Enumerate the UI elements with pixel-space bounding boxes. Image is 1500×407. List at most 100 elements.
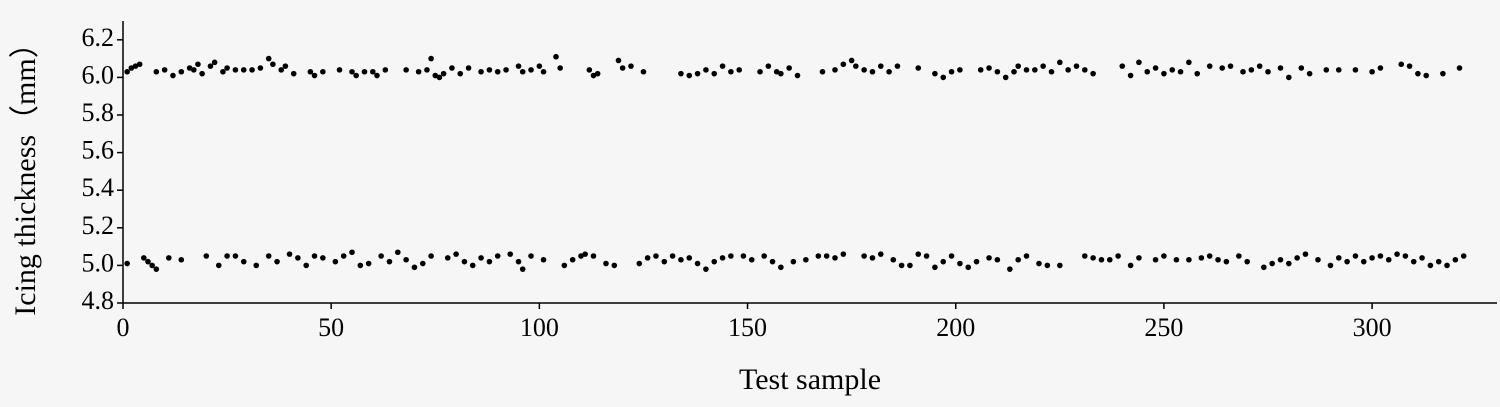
data-point bbox=[1015, 256, 1021, 263]
data-point bbox=[957, 67, 963, 73]
data-point bbox=[207, 63, 214, 69]
data-point bbox=[528, 67, 534, 73]
data-point bbox=[424, 67, 430, 73]
data-point bbox=[141, 255, 147, 261]
y-tick-label: 5.2 bbox=[82, 211, 115, 240]
data-point bbox=[286, 251, 293, 257]
x-tick-label: 200 bbox=[936, 313, 975, 342]
y-tick-label: 5.0 bbox=[82, 248, 115, 277]
data-point bbox=[1136, 255, 1142, 261]
data-point bbox=[232, 67, 239, 73]
data-point bbox=[240, 67, 247, 73]
data-point bbox=[303, 262, 310, 269]
data-point bbox=[515, 63, 522, 69]
y-tick-label: 5.6 bbox=[82, 136, 115, 165]
data-point bbox=[994, 256, 1001, 263]
data-point bbox=[378, 253, 384, 259]
data-point bbox=[823, 253, 830, 259]
data-point bbox=[1352, 253, 1359, 259]
data-point bbox=[1152, 256, 1159, 263]
data-point bbox=[1335, 67, 1342, 73]
data-point bbox=[894, 63, 901, 69]
data-point bbox=[153, 266, 160, 272]
data-point bbox=[1315, 256, 1321, 263]
data-point bbox=[1206, 63, 1213, 69]
data-point bbox=[907, 262, 913, 269]
data-point bbox=[603, 260, 609, 267]
data-point bbox=[540, 68, 547, 75]
data-point bbox=[940, 74, 947, 81]
y-tick-label: 5.4 bbox=[82, 173, 115, 202]
data-point bbox=[869, 255, 876, 261]
data-point bbox=[757, 68, 763, 75]
data-point bbox=[1036, 260, 1042, 267]
data-point bbox=[1344, 258, 1350, 265]
data-point bbox=[1286, 260, 1292, 267]
data-point bbox=[1144, 68, 1151, 75]
data-point bbox=[386, 258, 393, 265]
data-point bbox=[444, 255, 451, 261]
data-point bbox=[898, 262, 905, 269]
data-point bbox=[686, 255, 693, 261]
data-point bbox=[240, 258, 247, 265]
data-point bbox=[877, 251, 884, 257]
data-point bbox=[1219, 65, 1225, 71]
data-point bbox=[586, 67, 593, 73]
data-point bbox=[653, 253, 659, 259]
data-point bbox=[224, 253, 230, 259]
data-point bbox=[1369, 68, 1375, 75]
data-point bbox=[819, 68, 826, 75]
data-point bbox=[195, 61, 201, 68]
data-point bbox=[336, 67, 343, 73]
data-point bbox=[1248, 67, 1255, 73]
data-point bbox=[1090, 70, 1096, 77]
y-tick-label: 4.8 bbox=[82, 286, 115, 315]
data-point bbox=[270, 61, 276, 68]
y-tick-label: 6.2 bbox=[82, 23, 115, 52]
data-point bbox=[519, 68, 526, 75]
data-point bbox=[1335, 255, 1342, 261]
data-point bbox=[353, 72, 359, 79]
data-point bbox=[719, 63, 726, 69]
data-point bbox=[1186, 256, 1192, 263]
data-point bbox=[428, 253, 434, 259]
data-point bbox=[973, 258, 980, 265]
data-point bbox=[1073, 63, 1080, 69]
data-point bbox=[994, 68, 1001, 75]
data-point bbox=[494, 68, 501, 75]
data-point bbox=[590, 253, 597, 259]
data-point bbox=[640, 68, 647, 75]
data-point bbox=[249, 67, 255, 73]
data-point bbox=[728, 68, 734, 75]
data-point bbox=[295, 255, 301, 261]
data-point bbox=[861, 253, 867, 259]
data-point bbox=[540, 256, 547, 263]
data-point bbox=[948, 253, 955, 259]
y-tick-label: 6.0 bbox=[82, 60, 115, 89]
data-point bbox=[1402, 253, 1409, 259]
data-point bbox=[178, 68, 185, 75]
data-point bbox=[232, 253, 239, 259]
x-tick-label: 50 bbox=[318, 313, 344, 342]
data-point bbox=[265, 253, 272, 259]
data-point bbox=[765, 63, 772, 69]
data-point bbox=[132, 63, 139, 69]
data-point bbox=[1306, 70, 1313, 77]
data-point bbox=[619, 65, 626, 71]
data-point bbox=[1194, 70, 1201, 77]
data-point bbox=[166, 255, 172, 261]
data-point bbox=[1277, 256, 1284, 263]
data-point bbox=[253, 262, 260, 269]
data-point bbox=[769, 258, 776, 265]
data-point bbox=[311, 72, 318, 79]
data-point bbox=[1385, 256, 1392, 263]
data-point bbox=[1106, 256, 1113, 263]
data-point bbox=[932, 70, 938, 77]
data-point bbox=[853, 63, 859, 69]
data-point bbox=[636, 260, 643, 267]
data-point bbox=[282, 63, 289, 69]
data-point bbox=[320, 255, 326, 261]
data-point bbox=[419, 260, 426, 267]
data-point bbox=[582, 251, 588, 257]
